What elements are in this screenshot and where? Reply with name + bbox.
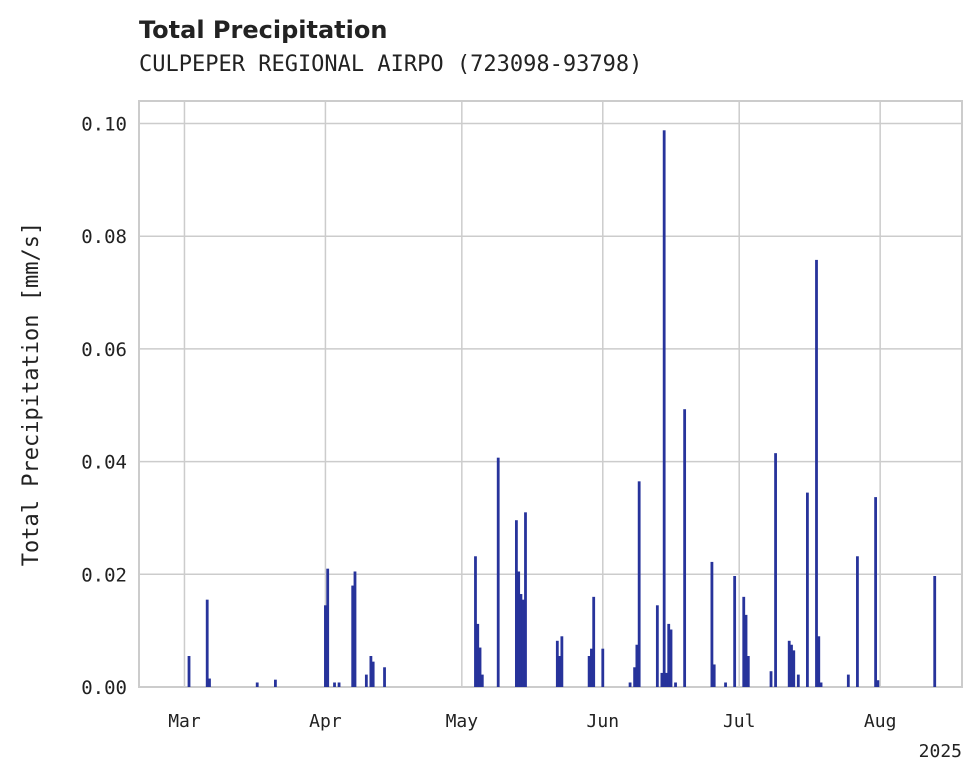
precip-bar <box>674 682 677 687</box>
year-label: 2025 <box>919 741 962 762</box>
precip-bar <box>669 629 673 687</box>
y-tick-labels: 0.00 0.02 0.04 0.06 0.08 0.10 <box>81 114 127 699</box>
precip-bar <box>742 596 746 687</box>
precip-bar <box>769 671 773 687</box>
precip-bar <box>746 656 750 687</box>
bars <box>187 130 937 688</box>
precip-bar <box>710 561 714 687</box>
precip-bar <box>369 656 373 687</box>
precip-bar <box>819 682 823 687</box>
precip-bar <box>683 409 687 687</box>
precip-bar <box>255 682 259 687</box>
precip-bar <box>514 520 518 687</box>
x-tick-labels: Mar Apr May Jun Jul Aug <box>168 711 896 732</box>
precip-bar <box>635 644 639 687</box>
chart-title: Total Precipitation <box>139 16 388 44</box>
precip-bar <box>351 585 355 687</box>
x-tick-label: Mar <box>168 711 201 732</box>
x-tick-label: Jul <box>723 711 756 732</box>
chart-subtitle: CULPEPER REGIONAL AIRPO (723098-93798) <box>139 52 643 77</box>
precip-bar <box>806 492 809 687</box>
precip-bar <box>637 481 641 687</box>
precip-bar <box>665 672 668 687</box>
precip-bar <box>792 650 796 687</box>
precip-bar <box>733 575 737 687</box>
precip-bar <box>628 682 632 687</box>
precip-bar <box>787 640 791 687</box>
precip-bar <box>712 664 716 687</box>
x-tick-label: Apr <box>309 711 342 732</box>
precip-bar <box>817 636 821 687</box>
precip-bar <box>660 672 664 687</box>
precip-bar <box>371 661 375 687</box>
precip-bar <box>524 512 527 687</box>
y-tick-label: 0.08 <box>81 226 127 248</box>
precip-bar <box>592 596 596 687</box>
precip-bar <box>874 497 878 687</box>
precip-bar <box>474 556 477 687</box>
y-tick-label: 0.10 <box>81 114 127 136</box>
precip-bar <box>205 599 209 687</box>
precip-bar <box>326 568 330 687</box>
y-tick-label: 0.04 <box>81 452 127 474</box>
precip-bar <box>555 640 559 687</box>
precip-bar <box>353 571 357 687</box>
precip-bar <box>744 614 748 687</box>
precip-bar <box>187 656 191 687</box>
precip-bar <box>519 594 523 687</box>
precip-bar <box>790 644 793 687</box>
precip-bar <box>587 656 591 687</box>
grid-lines <box>139 101 962 688</box>
precip-bar <box>476 623 480 687</box>
precip-bar <box>815 259 818 687</box>
precip-bar <box>667 623 671 687</box>
y-axis-label: Total Precipitation [mm/s] <box>19 222 44 566</box>
x-tick-label: Aug <box>864 711 897 732</box>
precip-bar <box>496 457 500 687</box>
x-tick-label: May <box>446 711 479 732</box>
precip-bar <box>846 674 850 687</box>
precip-bar <box>478 647 482 687</box>
precip-bar <box>724 682 727 687</box>
precip-bar <box>662 130 666 688</box>
precip-bar <box>337 682 341 687</box>
precip-bar <box>480 674 484 687</box>
precip-bar <box>521 599 525 687</box>
y-tick-label: 0.06 <box>81 339 127 361</box>
y-tick-label: 0.00 <box>81 677 127 699</box>
precip-bar <box>560 636 564 687</box>
precip-bar <box>601 648 605 687</box>
y-tick-label: 0.02 <box>81 564 127 586</box>
precip-bar <box>774 453 777 687</box>
precip-bar <box>655 605 659 687</box>
plot-frame <box>138 100 963 688</box>
precip-bar <box>633 667 637 687</box>
precip-bar <box>876 680 880 687</box>
precip-bar <box>856 556 859 687</box>
precip-bar <box>274 679 277 687</box>
precip-bar <box>796 674 800 687</box>
precip-bar <box>333 682 336 687</box>
precip-bar <box>590 648 593 687</box>
precip-bar <box>383 667 386 687</box>
precip-bar <box>933 575 937 687</box>
x-tick-label: Jun <box>587 711 620 732</box>
precip-bar <box>558 656 561 687</box>
precip-bar <box>324 605 327 687</box>
precip-bar <box>517 571 521 687</box>
precip-bar <box>208 678 211 687</box>
precip-bar <box>364 674 368 687</box>
